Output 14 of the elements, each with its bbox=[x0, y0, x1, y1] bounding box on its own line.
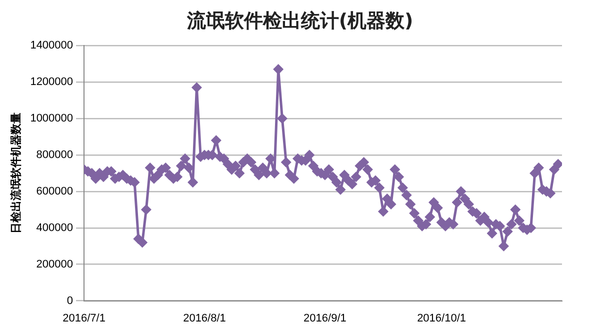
chart-title: 流氓软件检出统计(机器数) bbox=[186, 9, 414, 34]
x-tick-label: 2016/7/1 bbox=[62, 312, 106, 324]
y-tick-label: 400000 bbox=[36, 222, 74, 234]
y-axis-title: 日检出流氓软件机器数量 bbox=[10, 112, 23, 234]
y-tick-label: 1200000 bbox=[30, 76, 74, 88]
y-tick-label: 800000 bbox=[36, 149, 74, 162]
x-tick-label: 2016/8/1 bbox=[183, 312, 226, 324]
y-tick-label: 1400000 bbox=[30, 40, 74, 52]
x-tick-label: 2016/9/1 bbox=[304, 312, 346, 324]
y-tick-label: 600000 bbox=[36, 185, 74, 198]
x-tick-label: 2016/10/1 bbox=[417, 312, 466, 324]
y-tick-label: 200000 bbox=[36, 258, 74, 270]
y-tick-label: 0 bbox=[66, 294, 74, 307]
y-tick-label: 1000000 bbox=[30, 112, 74, 125]
